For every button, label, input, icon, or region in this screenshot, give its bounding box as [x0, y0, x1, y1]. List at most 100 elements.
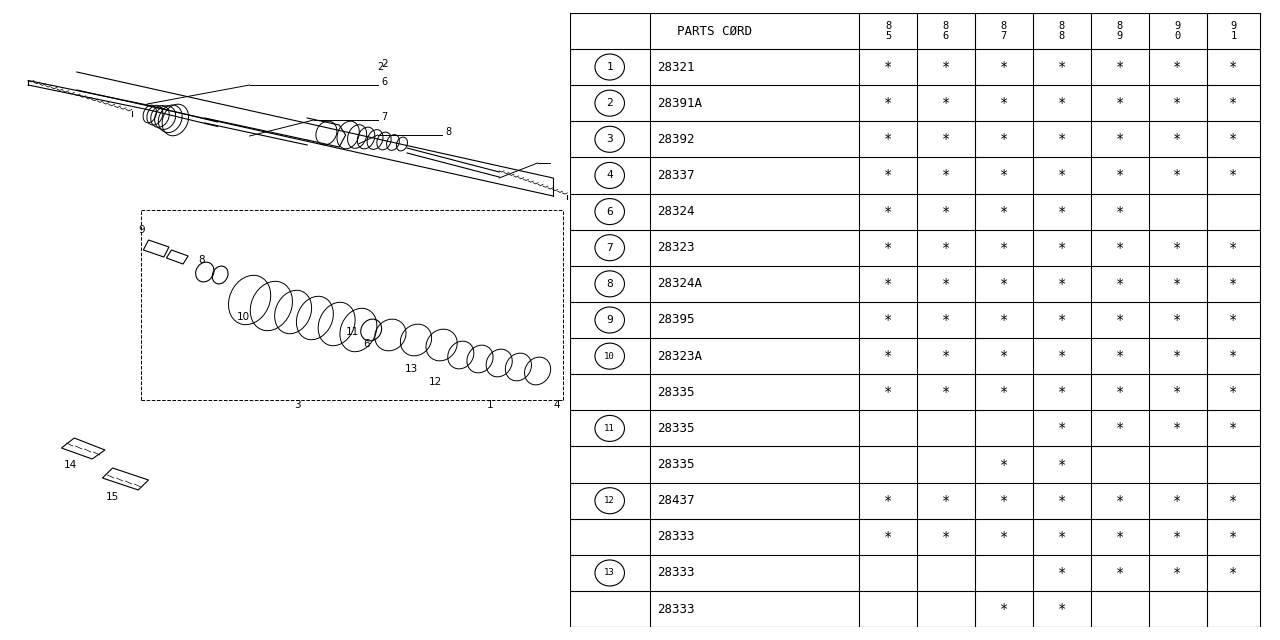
Text: *: *	[884, 168, 892, 182]
Text: *: *	[1000, 602, 1009, 616]
Text: 8: 8	[445, 127, 452, 137]
Text: *: *	[942, 385, 950, 399]
Text: 2: 2	[378, 62, 384, 72]
Text: *: *	[1000, 241, 1009, 255]
Text: *: *	[1057, 241, 1066, 255]
Text: 28335: 28335	[657, 422, 694, 435]
Text: *: *	[884, 349, 892, 363]
Text: *: *	[1000, 313, 1009, 327]
Text: 28335: 28335	[657, 458, 694, 471]
Text: *: *	[884, 132, 892, 147]
Text: *: *	[1115, 60, 1124, 74]
Text: *: *	[1174, 313, 1181, 327]
Text: 3: 3	[607, 134, 613, 144]
Text: 6: 6	[364, 339, 370, 349]
Text: 9: 9	[1230, 21, 1236, 31]
Text: *: *	[1057, 385, 1066, 399]
Text: *: *	[1229, 241, 1238, 255]
Text: *: *	[1115, 349, 1124, 363]
Text: *: *	[1229, 385, 1238, 399]
Text: 28323A: 28323A	[657, 349, 701, 363]
Text: 5: 5	[884, 31, 891, 40]
Text: 28437: 28437	[657, 494, 694, 508]
Text: 28392: 28392	[657, 132, 694, 146]
Text: *: *	[942, 349, 950, 363]
Text: *: *	[1000, 277, 1009, 291]
Text: 28395: 28395	[657, 314, 694, 326]
Text: *: *	[1115, 277, 1124, 291]
Text: *: *	[884, 277, 892, 291]
Text: 4: 4	[607, 170, 613, 180]
Text: *: *	[884, 96, 892, 110]
Text: 28324: 28324	[657, 205, 694, 218]
Text: *: *	[1229, 132, 1238, 147]
Text: *: *	[1057, 566, 1066, 580]
Text: 7: 7	[607, 243, 613, 253]
Text: *: *	[1229, 421, 1238, 435]
Text: 9: 9	[1175, 21, 1180, 31]
Text: *: *	[1174, 132, 1181, 147]
Text: 28333: 28333	[657, 566, 694, 579]
Text: *: *	[1000, 458, 1009, 472]
Text: *: *	[1057, 205, 1066, 219]
Text: *: *	[1229, 566, 1238, 580]
Text: *: *	[1229, 277, 1238, 291]
Text: *: *	[1174, 421, 1181, 435]
Text: 0: 0	[1175, 31, 1180, 40]
Text: 1: 1	[607, 62, 613, 72]
Text: *: *	[942, 241, 950, 255]
Text: *: *	[1057, 277, 1066, 291]
Text: 8: 8	[943, 21, 948, 31]
Text: 1: 1	[486, 400, 493, 410]
Text: 12: 12	[429, 377, 442, 387]
Text: *: *	[1000, 205, 1009, 219]
Text: *: *	[1000, 60, 1009, 74]
Text: *: *	[942, 277, 950, 291]
Text: *: *	[1057, 421, 1066, 435]
Text: *: *	[884, 313, 892, 327]
Text: *: *	[884, 385, 892, 399]
Text: 11: 11	[346, 327, 358, 337]
Text: *: *	[1057, 132, 1066, 147]
Text: 28323: 28323	[657, 241, 694, 254]
Text: 9: 9	[138, 225, 145, 235]
Text: 4: 4	[553, 400, 559, 410]
Text: *: *	[1057, 96, 1066, 110]
Text: *: *	[1057, 493, 1066, 508]
Text: 8: 8	[198, 255, 205, 265]
Text: *: *	[1115, 132, 1124, 147]
Text: *: *	[884, 60, 892, 74]
Text: *: *	[1057, 313, 1066, 327]
Text: 28333: 28333	[657, 603, 694, 616]
Text: *: *	[1174, 60, 1181, 74]
Text: 3: 3	[294, 400, 301, 410]
Text: 8: 8	[1116, 21, 1123, 31]
Text: *: *	[1000, 530, 1009, 544]
Text: 9: 9	[607, 315, 613, 325]
Text: *: *	[884, 530, 892, 544]
Text: *: *	[1057, 458, 1066, 472]
Text: 2: 2	[381, 59, 388, 69]
Text: 28324A: 28324A	[657, 277, 701, 291]
Text: *: *	[1115, 530, 1124, 544]
Text: *: *	[1115, 385, 1124, 399]
Text: 2: 2	[607, 98, 613, 108]
Text: *: *	[1174, 96, 1181, 110]
Text: 6: 6	[943, 31, 948, 40]
Text: 14: 14	[64, 460, 77, 470]
Text: *: *	[1115, 241, 1124, 255]
Text: *: *	[884, 241, 892, 255]
Text: *: *	[1057, 349, 1066, 363]
Text: *: *	[1174, 349, 1181, 363]
Text: *: *	[1229, 493, 1238, 508]
Text: *: *	[942, 168, 950, 182]
Text: 1: 1	[1230, 31, 1236, 40]
Text: *: *	[1115, 96, 1124, 110]
Text: *: *	[1115, 566, 1124, 580]
Text: 13: 13	[404, 364, 417, 374]
Text: 28335: 28335	[657, 386, 694, 399]
Text: 8: 8	[607, 279, 613, 289]
Text: *: *	[1057, 60, 1066, 74]
Text: *: *	[884, 493, 892, 508]
Text: *: *	[1115, 205, 1124, 219]
